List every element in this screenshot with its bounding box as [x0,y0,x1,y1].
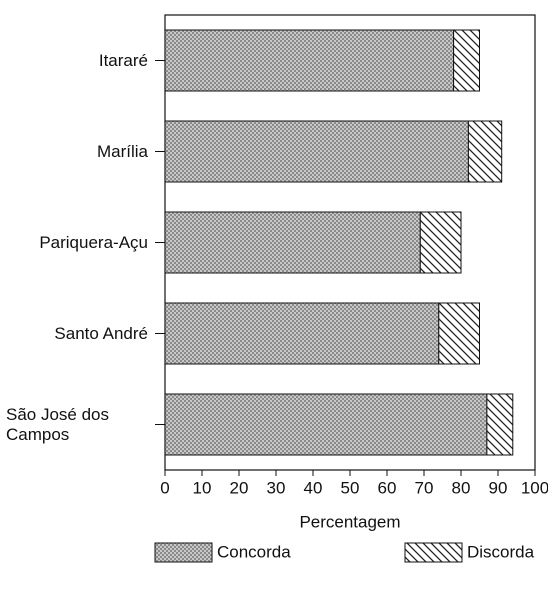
bar-segment [164,302,440,365]
x-tick-label: 80 [452,478,471,497]
x-axis-label: Percentagem [299,512,400,531]
y-tick-label: Pariquera-Açu [39,232,148,252]
x-tick-label: 40 [304,478,323,497]
bar-segment [453,29,481,92]
legend-label: Concorda [217,542,291,561]
y-tick-label: Santo André [54,323,148,343]
x-tick-label: 0 [160,478,169,497]
bar-segment [419,211,462,274]
bar-segment [486,393,514,456]
y-tick-label: São José dos Campos [6,404,110,444]
bar-segment [467,120,503,183]
x-tick-label: 10 [193,478,212,497]
legend-swatch [404,542,463,563]
bar-segment [164,29,455,92]
x-tick-label: 50 [341,478,360,497]
x-tick-label: 90 [489,478,508,497]
x-tick-label: 70 [415,478,434,497]
legend-swatch [154,542,213,563]
bar-segment [164,120,469,183]
bar-segment [438,302,480,365]
legend-label: Discorda [467,542,535,561]
bar-segment [164,393,488,456]
x-tick-label: 30 [267,478,286,497]
y-tick-label: Marília [96,141,148,161]
x-tick-label: 60 [378,478,397,497]
x-tick-label: 100 [521,478,548,497]
x-tick-label: 20 [230,478,249,497]
bar-segment [164,211,421,274]
y-tick-label: Itararé [98,50,148,70]
